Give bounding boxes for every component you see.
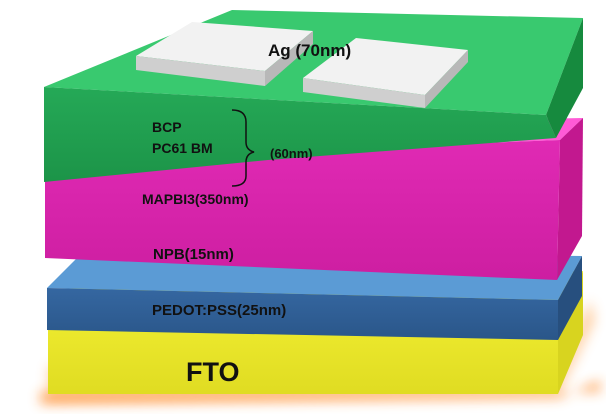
- bcp-label: BCP: [152, 119, 182, 135]
- ag-electrode-left: [136, 22, 313, 86]
- ag-label: Ag (70nm): [268, 41, 351, 60]
- pc61bm-label: PC61 BM: [152, 140, 213, 156]
- pedot-label: PEDOT:PSS(25nm): [152, 302, 286, 319]
- ag-right-side-face: [425, 50, 468, 108]
- perovskite-side-face: [557, 118, 583, 280]
- ag-electrode-right: [303, 38, 468, 108]
- mapbi3-label: MAPBI3(350nm): [142, 191, 249, 207]
- npb-label: NPB(15nm): [153, 246, 234, 263]
- ag-right-front-face: [303, 78, 425, 108]
- etl-thickness-label: (60nm): [270, 146, 313, 161]
- etl-front-face: [44, 87, 556, 182]
- fto-label: FTO: [186, 357, 240, 387]
- perovskite-front-face: [45, 140, 560, 280]
- ag-left-side-face: [265, 31, 313, 86]
- etl-brace: [231, 109, 255, 187]
- pedot-side-face: [558, 256, 582, 340]
- pedot-front-face: [47, 288, 558, 340]
- ag-left-front-face: [136, 56, 265, 86]
- ag-right-top-face: [303, 38, 468, 95]
- ag-left-top-face: [136, 22, 313, 71]
- etl-side-face: [546, 18, 583, 138]
